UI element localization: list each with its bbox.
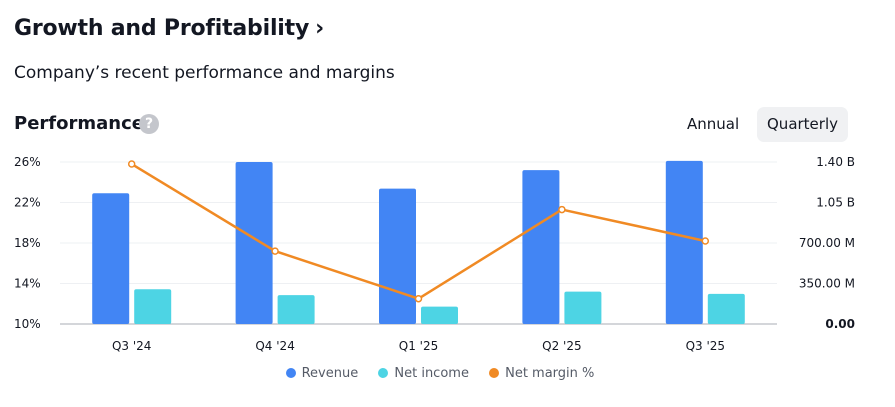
net-margin-line (131, 162, 706, 300)
revenue-bar (379, 188, 416, 324)
section-title: Growth and Profitability (14, 16, 310, 41)
revenue-bar (235, 162, 273, 324)
net-income-bar (564, 291, 602, 324)
x-axis-tick: Q1 '25 (399, 339, 438, 353)
net-income-bar (707, 293, 745, 324)
right-axis-tick: 1.05 B (816, 196, 855, 210)
x-axis-tick: Q3 '25 (686, 339, 725, 353)
x-axis-tick: Q4 '24 (255, 339, 294, 353)
help-icon[interactable]: ? (139, 114, 159, 134)
x-axis-tick: Q2 '25 (542, 339, 581, 353)
revenue-bar (665, 160, 703, 324)
chart-legend: Revenue Net income Net margin % (0, 366, 880, 381)
revenue-dot-icon (285, 368, 296, 378)
performance-chart: 26% 1.40 B 22% 1.05 B 18% 700.00 M 14% 350.00 M… (14, 155, 855, 353)
net-margin-point (558, 205, 566, 214)
legend-label-net-margin: Net margin % (505, 366, 595, 381)
x-axis-tick: Q3 '24 (112, 339, 151, 353)
right-axis-tick: 350.00 M (799, 277, 855, 291)
quarterly-toggle-button[interactable]: Quarterly (757, 107, 848, 142)
net-margin-dot-icon (489, 368, 500, 378)
legend-item-net-margin[interactable]: Net margin % (489, 366, 594, 381)
section-subtitle: Company’s recent performance and margins (14, 63, 395, 83)
right-axis-tick: 1.40 B (816, 155, 855, 169)
net-margin-point (271, 247, 279, 255)
legend-item-revenue[interactable]: Revenue (285, 366, 359, 381)
annual-toggle-button[interactable]: Annual (687, 115, 740, 133)
right-axis-tick: 700.00 M (799, 236, 855, 250)
left-axis-tick: 26% (14, 155, 41, 169)
net-income-dot-icon (378, 368, 389, 378)
net-income-bar (134, 289, 172, 324)
net-margin-point (127, 160, 136, 168)
legend-label-net-income: Net income (394, 366, 469, 381)
performance-title: Performance (14, 113, 144, 134)
net-margin-point (701, 237, 710, 245)
revenue-bar (522, 170, 560, 324)
chevron-right-icon: › (315, 16, 324, 41)
net-income-bar (421, 306, 458, 324)
legend-item-net-income[interactable]: Net income (378, 366, 469, 381)
net-margin-point (414, 294, 423, 303)
left-axis-tick: 18% (14, 236, 41, 250)
legend-label-revenue: Revenue (301, 366, 359, 381)
revenue-bar (92, 193, 130, 324)
left-axis-tick: 22% (14, 196, 41, 210)
net-income-bar (277, 295, 315, 324)
left-axis-tick: 10% (14, 317, 41, 331)
section-title-link[interactable]: Growth and Profitability › (14, 16, 324, 41)
right-axis-tick: 0.00 (825, 317, 855, 331)
left-axis-tick: 14% (14, 277, 41, 291)
